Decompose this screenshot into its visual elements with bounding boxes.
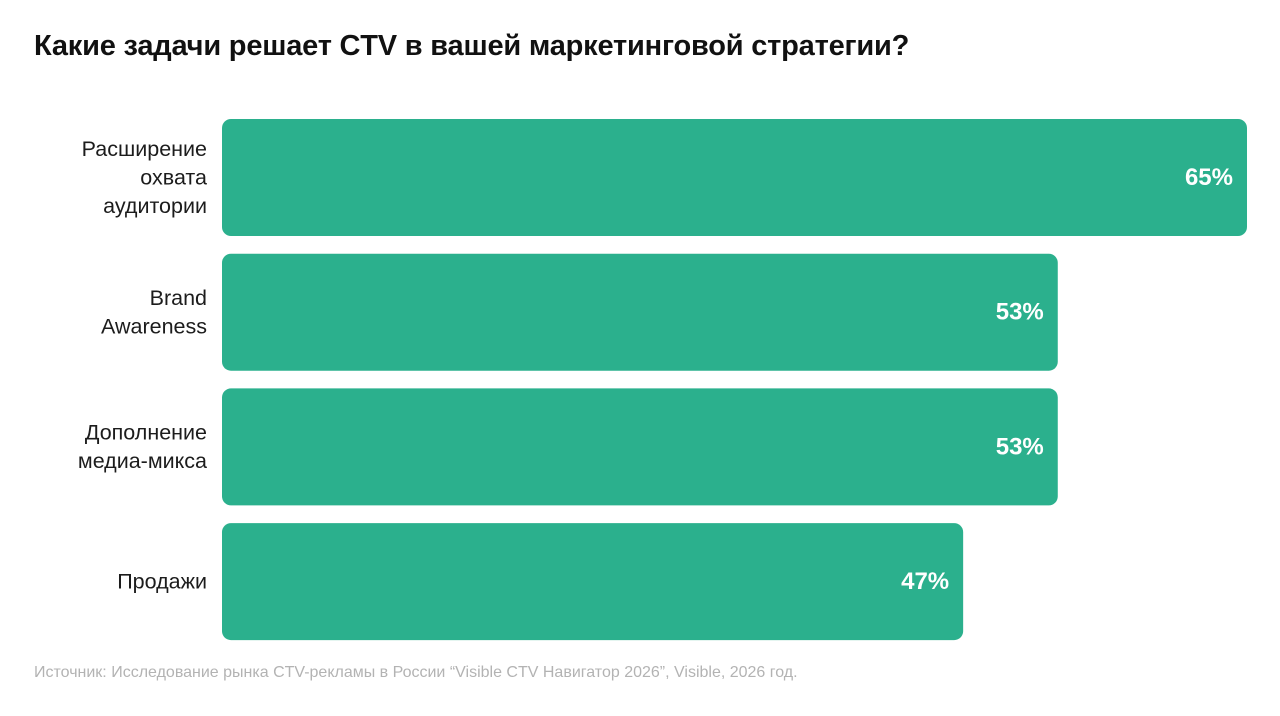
bar xyxy=(222,119,1247,236)
category-label-line: Brand xyxy=(150,286,207,310)
category-label-line: Awareness xyxy=(101,314,207,338)
bar-value-label: 53% xyxy=(996,299,1044,326)
bar xyxy=(222,253,1058,371)
category-label: Расширение охвата аудитории xyxy=(82,137,207,218)
bar xyxy=(222,388,1058,506)
category-label-line: медиа-микса xyxy=(78,449,207,473)
bar-value-label: 65% xyxy=(1185,164,1233,191)
category-label-line: Дополнение xyxy=(85,421,207,445)
chart-title: Какие задачи решает CTV в вашей маркетин… xyxy=(34,30,910,62)
bars-layer: 65% Расширение охвата аудитории 53% Brand Awar… xyxy=(78,119,1247,641)
bar-group: 65% Расширение охвата аудитории xyxy=(82,119,1247,236)
category-label: Brand Awareness xyxy=(101,286,207,339)
category-label-line: Расширение xyxy=(82,137,207,161)
bar-group: 53% Brand Awareness xyxy=(101,253,1058,371)
category-label: Продажи xyxy=(117,570,207,594)
bar-group: 47% Продажи xyxy=(117,523,964,641)
bar-group: 53% Дополнение медиа-микса xyxy=(78,388,1058,506)
source-note: Источник: Исследование рынка CTV-рекламы… xyxy=(34,664,798,681)
bar xyxy=(222,523,964,641)
category-label: Дополнение медиа-микса xyxy=(78,421,207,474)
category-label-line: Продажи xyxy=(117,570,207,594)
category-label-line: аудитории xyxy=(103,194,207,218)
category-label-line: охвата xyxy=(140,166,207,190)
bar-value-label: 47% xyxy=(901,568,949,595)
bar-value-label: 53% xyxy=(996,433,1044,460)
